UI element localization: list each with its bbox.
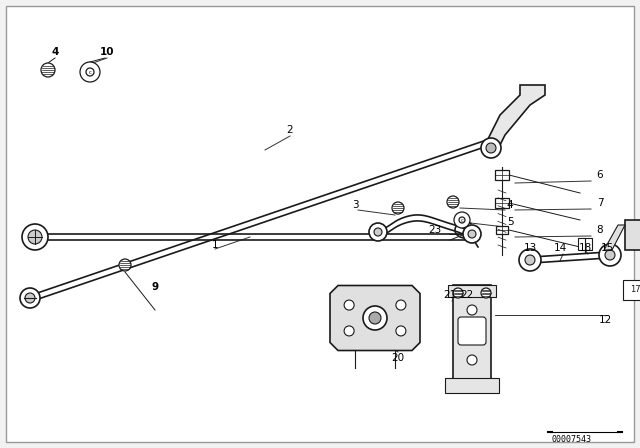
- Circle shape: [369, 312, 381, 324]
- Text: 22: 22: [460, 290, 474, 300]
- Circle shape: [374, 228, 382, 236]
- Polygon shape: [330, 285, 420, 350]
- Text: 4: 4: [51, 47, 59, 57]
- Text: 9: 9: [152, 282, 159, 292]
- Bar: [496, 226, 508, 234]
- Circle shape: [119, 259, 131, 271]
- Bar: [448, 285, 496, 297]
- Circle shape: [467, 305, 477, 315]
- Circle shape: [86, 68, 94, 76]
- Circle shape: [468, 230, 476, 238]
- Text: c: c: [88, 69, 92, 74]
- Circle shape: [454, 212, 470, 228]
- Circle shape: [392, 202, 404, 214]
- Circle shape: [459, 217, 465, 223]
- Circle shape: [344, 326, 354, 336]
- Text: 3: 3: [352, 200, 358, 210]
- Circle shape: [599, 244, 621, 266]
- Text: 6: 6: [596, 170, 604, 180]
- Circle shape: [467, 355, 477, 365]
- Text: c: c: [461, 217, 463, 223]
- Text: 18: 18: [579, 243, 591, 253]
- Circle shape: [605, 250, 615, 260]
- Circle shape: [525, 255, 535, 265]
- Text: 00007543: 00007543: [552, 435, 592, 444]
- Text: 12: 12: [598, 315, 612, 325]
- Circle shape: [481, 288, 491, 298]
- Circle shape: [41, 63, 55, 77]
- Circle shape: [363, 306, 387, 330]
- Polygon shape: [604, 225, 625, 250]
- Text: 5: 5: [507, 217, 513, 227]
- Circle shape: [22, 224, 48, 250]
- Circle shape: [369, 223, 387, 241]
- Circle shape: [519, 249, 541, 271]
- Circle shape: [344, 300, 354, 310]
- Circle shape: [396, 326, 406, 336]
- Text: 21: 21: [444, 290, 456, 300]
- Text: 10: 10: [100, 47, 115, 57]
- Circle shape: [25, 293, 35, 303]
- Bar: [445, 378, 499, 393]
- Bar: [578, 238, 592, 250]
- Text: 7: 7: [596, 198, 604, 208]
- Circle shape: [463, 225, 481, 243]
- Text: 17: 17: [630, 285, 640, 294]
- Circle shape: [481, 138, 501, 158]
- Circle shape: [467, 330, 477, 340]
- Text: 14: 14: [554, 243, 566, 253]
- Text: 2: 2: [287, 125, 293, 135]
- Text: 23: 23: [428, 225, 442, 235]
- Circle shape: [80, 62, 100, 82]
- Circle shape: [28, 230, 42, 244]
- Circle shape: [453, 288, 463, 298]
- Bar: [453, 285, 491, 390]
- Polygon shape: [625, 220, 640, 340]
- Circle shape: [396, 300, 406, 310]
- Bar: [623, 280, 640, 300]
- Text: 8: 8: [596, 225, 604, 235]
- Text: 4: 4: [507, 200, 513, 210]
- FancyBboxPatch shape: [458, 317, 486, 345]
- Circle shape: [447, 196, 459, 208]
- Bar: [495, 170, 509, 180]
- Text: 1: 1: [212, 240, 218, 250]
- Text: 15: 15: [600, 243, 614, 253]
- Text: 20: 20: [392, 353, 404, 363]
- Text: 13: 13: [524, 243, 536, 253]
- Circle shape: [20, 288, 40, 308]
- Polygon shape: [485, 85, 545, 155]
- Circle shape: [486, 143, 496, 153]
- Bar: [495, 198, 509, 208]
